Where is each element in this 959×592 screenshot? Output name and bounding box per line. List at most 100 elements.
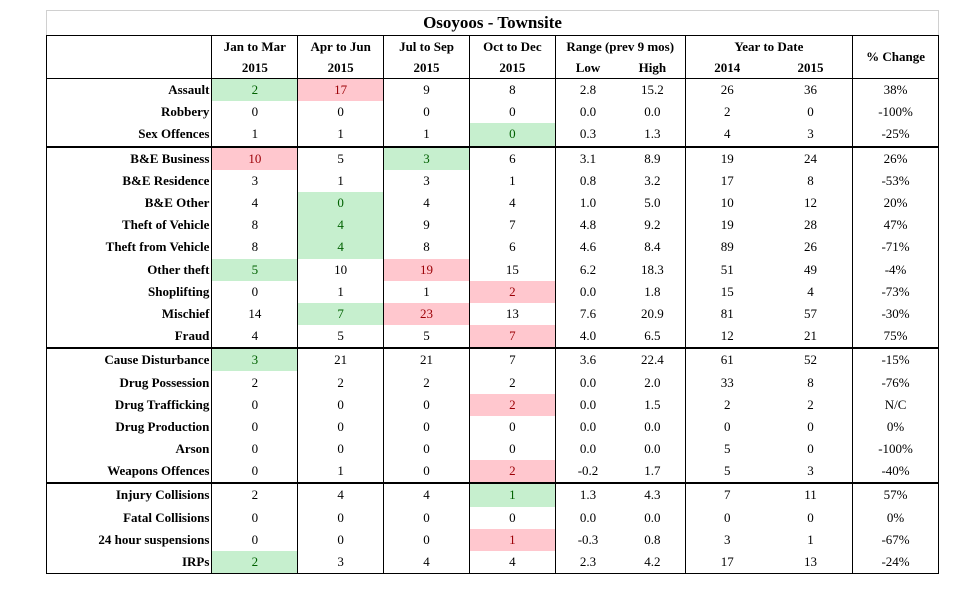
table-row: Other theft 5 10 19 15 6.2 18.3 51 49 -4% xyxy=(47,258,939,281)
table-cell: 2 xyxy=(684,101,769,124)
table-cell: 4 xyxy=(297,482,384,507)
table-cell: 1 xyxy=(468,169,556,192)
table-cell: 3.6 xyxy=(554,347,621,372)
table-cell: -25% xyxy=(852,123,939,147)
table-cell: 8 xyxy=(807,374,814,390)
table-cell: 0 xyxy=(807,418,814,434)
table-cell: 10 xyxy=(684,191,769,215)
table-cell: 0.3 xyxy=(554,123,621,147)
table-cell: 2.3 xyxy=(554,550,621,574)
table-cell: 4 xyxy=(383,550,470,574)
table-cell: 0.8 xyxy=(554,169,621,192)
table-cell: 0 xyxy=(297,101,384,124)
table-cell: 4.6 xyxy=(554,236,621,259)
table-cell: 28 xyxy=(803,217,817,233)
row-label: Theft from Vehicle xyxy=(105,239,210,255)
row-label: Assault xyxy=(168,82,210,98)
table-cell: 1 xyxy=(297,280,384,303)
table-cell: 2 xyxy=(468,460,556,484)
table-cell: 0 xyxy=(297,415,384,438)
table-cell: 19 xyxy=(684,214,769,237)
header-row-1: Jan to Mar Apr to Jun Jul to Sep Oct to … xyxy=(46,35,939,79)
table-cell: 4.2 xyxy=(644,554,661,570)
table-cell: 3 xyxy=(807,126,814,142)
table-cell: 0 xyxy=(297,506,384,529)
table-cell: 3.2 xyxy=(644,172,661,188)
table-row: Theft from Vehicle 8 4 8 6 4.6 8.4 89 26 -71% xyxy=(47,236,939,259)
table-row: B&E Other 4 0 4 4 1.0 5.0 10 12 20% xyxy=(47,191,939,215)
table-cell: 1 xyxy=(468,528,556,551)
table-cell: 0 xyxy=(211,393,298,416)
table-cell: 10 xyxy=(211,145,298,170)
table-cell: 7 xyxy=(468,347,556,372)
table-cell: 0 xyxy=(684,415,769,438)
table-row: B&E Residence 3 1 3 1 0.8 3.2 17 8 -53% xyxy=(47,169,939,192)
table-cell: -100% xyxy=(852,101,939,124)
table-cell: 17 xyxy=(684,550,769,574)
table-cell: 1 xyxy=(297,169,384,192)
table-cell: 8 xyxy=(468,78,556,102)
row-label: Drug Trafficking xyxy=(114,396,210,412)
table-cell: -73% xyxy=(852,280,939,303)
header-row-2: 2015 2015 2015 2015 Low High 2014 2015 xyxy=(47,57,939,79)
table-cell: 0 xyxy=(383,415,470,438)
table-cell: 0 xyxy=(383,101,470,124)
table-cell: -30% xyxy=(852,302,939,326)
table-cell: -4% xyxy=(852,258,939,281)
table-cell: 5.0 xyxy=(644,195,661,211)
table-cell: 0.0 xyxy=(644,418,661,434)
table-cell: 57% xyxy=(852,482,939,507)
table-cell: 8 xyxy=(383,236,470,259)
table-cell: 23 xyxy=(383,302,470,326)
table-row: Mischief 14 7 23 13 7.6 20.9 81 57 -30% xyxy=(47,302,939,326)
table-cell: 7 xyxy=(297,302,384,326)
table-cell: 36 xyxy=(803,82,817,98)
table-cell: 0 xyxy=(211,280,298,303)
row-label: Drug Production xyxy=(115,418,210,434)
table-cell: 5 xyxy=(684,460,769,484)
table-cell: 51 xyxy=(684,258,769,281)
table-cell: 38% xyxy=(852,78,939,102)
header-q2: Apr to Jun xyxy=(297,35,384,57)
table-cell: 26 xyxy=(684,78,769,102)
table-cell: 3 xyxy=(211,347,298,372)
table-cell: 2 xyxy=(211,371,298,394)
table-cell: 1 xyxy=(383,123,470,147)
table-cell: 81 xyxy=(684,302,769,326)
table-cell: 1 xyxy=(807,531,814,547)
table-cell: 15 xyxy=(684,280,769,303)
table-row: Fatal Collisions 0 0 0 0 0.0 0.0 0 0 0% xyxy=(47,506,939,529)
row-label: B&E Other xyxy=(144,195,210,211)
table-cell: 21 xyxy=(383,347,470,372)
row-label: Injury Collisions xyxy=(46,482,212,507)
table-cell: 4 xyxy=(383,482,470,507)
header-q2-year: 2015 xyxy=(297,57,384,79)
table-cell: 0 xyxy=(211,438,298,461)
table-cell: 0.0 xyxy=(644,509,661,525)
header-high: High xyxy=(620,57,686,79)
table-cell: 0 xyxy=(383,528,470,551)
table-cell: 20% xyxy=(852,191,939,215)
table-cell: 0 xyxy=(468,438,556,461)
table-cell: 24 xyxy=(768,145,853,170)
table-cell: 4.0 xyxy=(554,325,621,349)
table-cell: -53% xyxy=(852,169,939,192)
table-cell: -67% xyxy=(852,528,939,551)
table-cell: 2 xyxy=(211,482,298,507)
row-label: Theft of Vehicle xyxy=(122,217,210,233)
table-row: Theft of Vehicle 8 4 9 7 4.8 9.2 19 28 47% xyxy=(47,214,939,237)
table-cell: 22.4 xyxy=(620,347,686,372)
table-cell: 4.8 xyxy=(554,214,621,237)
table-cell: 15 xyxy=(468,258,556,281)
table-cell: 0.0 xyxy=(554,438,621,461)
table-cell: 0 xyxy=(468,506,556,529)
row-label: 24 hour suspensions xyxy=(98,531,210,547)
table-cell: -15% xyxy=(852,347,939,372)
table-row: Fraud 4 5 5 7 4.0 6.5 12 21 75% xyxy=(47,325,939,349)
table-cell: 4.3 xyxy=(620,482,686,507)
table-cell: 47% xyxy=(852,214,939,237)
table-cell: 7.6 xyxy=(554,302,621,326)
table-cell: 0 xyxy=(297,528,384,551)
table-row: Cause Disturbance 3 21 21 7 3.6 22.4 61 52 -15% xyxy=(46,347,939,372)
row-label: Shoplifting xyxy=(147,283,210,299)
